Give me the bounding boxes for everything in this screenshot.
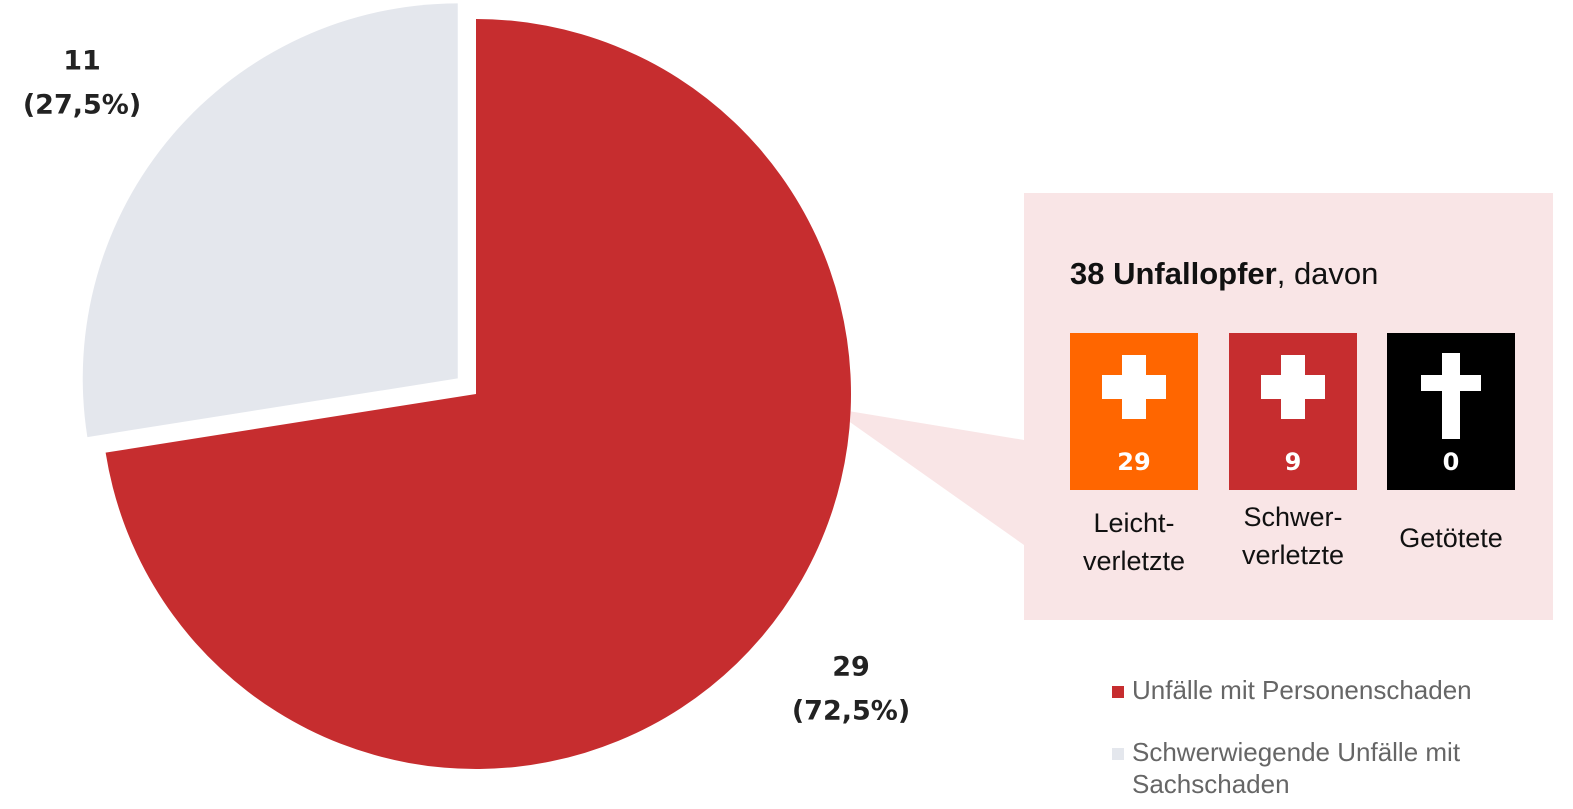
- callout-pointer: [830, 408, 1024, 545]
- callout-title-bold: 38 Unfallopfer: [1070, 256, 1277, 291]
- legend-swatch: [1112, 686, 1124, 698]
- legend-label-line: Sachschaden: [1132, 769, 1290, 799]
- cross-horizontal: [1261, 375, 1325, 399]
- victim-label: Schwer-: [1243, 502, 1342, 532]
- slice-percent-label: (72,5%): [792, 696, 910, 727]
- pie-slice: [105, 19, 851, 770]
- legend-swatch: [1112, 748, 1124, 760]
- victim-count: 0: [1443, 448, 1460, 476]
- legend-label: Unfälle mit Personenschaden: [1132, 675, 1472, 705]
- slice-value-label: 11: [63, 46, 101, 77]
- slice-percent-label: (27,5%): [23, 90, 141, 121]
- victim-label: Leicht-: [1093, 508, 1174, 538]
- legend-label: Schwerwiegende Unfälle mit Sachschaden: [1132, 737, 1461, 799]
- victim-label: verletzte: [1083, 546, 1185, 576]
- cross-horizontal: [1421, 375, 1481, 391]
- slice-value-label: 29: [832, 652, 870, 683]
- victim-label: verletzte: [1242, 540, 1344, 570]
- callout-title: 38 Unfallopfer, davon: [1070, 256, 1378, 291]
- victim-count: 9: [1285, 448, 1302, 476]
- victim-count: 29: [1117, 448, 1150, 476]
- cross-vertical: [1442, 353, 1460, 439]
- legend-label-line: Schwerwiegende Unfälle mit: [1132, 737, 1461, 767]
- pie-slice: [82, 3, 458, 438]
- victim-label: Getötete: [1399, 523, 1503, 553]
- callout-title-rest: , davon: [1277, 256, 1379, 291]
- cross-horizontal: [1102, 375, 1166, 399]
